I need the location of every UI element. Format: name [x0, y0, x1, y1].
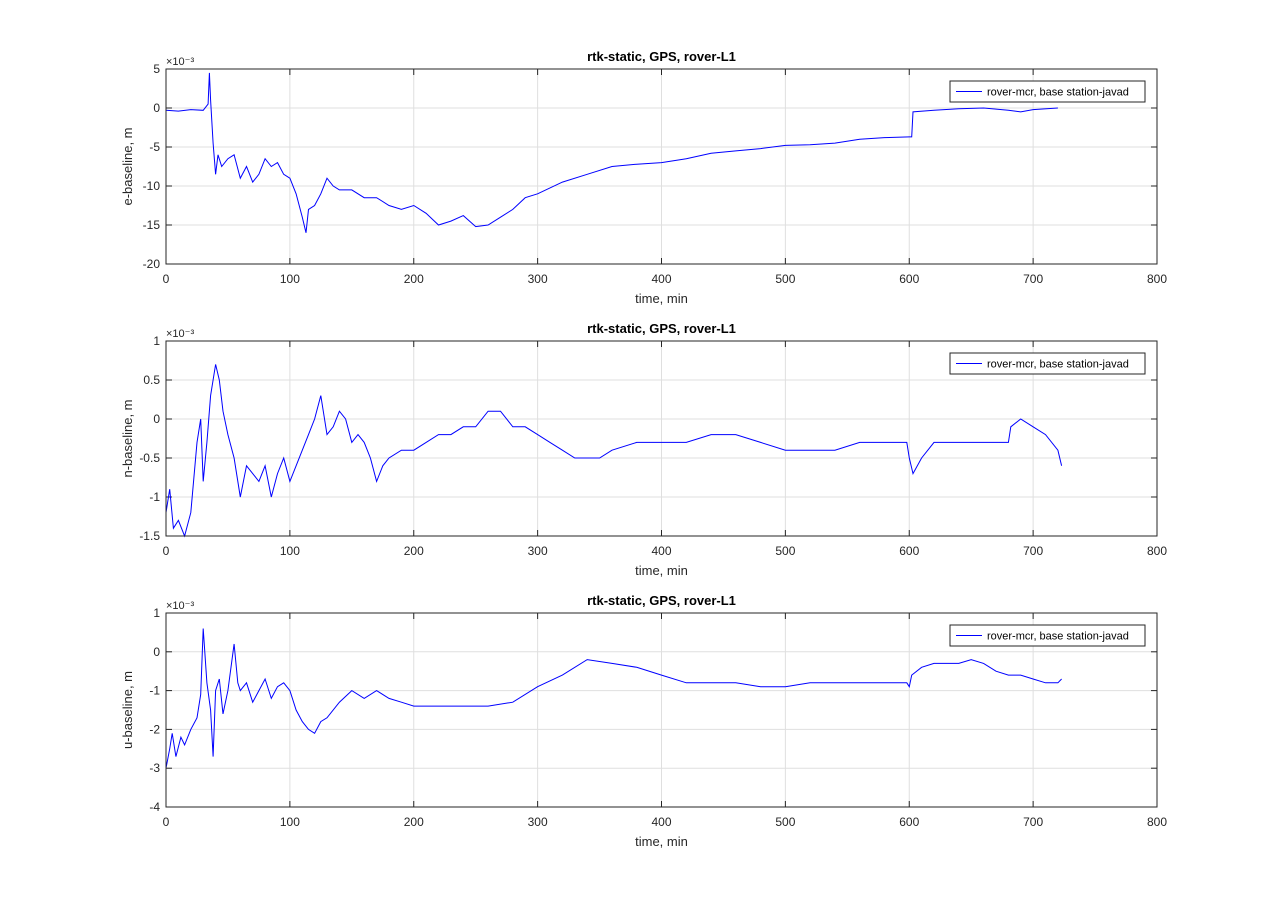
x-tick-label: 300	[528, 272, 548, 286]
y-tick-label: 1	[153, 334, 160, 348]
y-tick-label: 0	[153, 412, 160, 426]
x-tick-label: 700	[1023, 815, 1043, 829]
y-tick-label: -0.5	[139, 451, 160, 465]
x-tick-label: 400	[651, 544, 671, 558]
x-tick-label: 700	[1023, 272, 1043, 286]
y-tick-label: -1	[149, 684, 160, 698]
x-tick-label: 300	[528, 815, 548, 829]
axes-box	[165, 612, 1158, 808]
y-axis-label: u-baseline, m	[120, 671, 135, 749]
y-tick-label: -1.5	[139, 529, 160, 543]
y-tick-label: -10	[143, 179, 161, 193]
series-line-1	[165, 628, 1062, 769]
x-tick-label: 500	[775, 815, 795, 829]
x-tick-label: 600	[899, 272, 919, 286]
chart-panel-1: 0 100 200 300 400 500 600 700 800 5 0 -5 -10 -15 -20 rt…	[120, 49, 1167, 306]
y-tick-label: 0	[153, 645, 160, 659]
x-tick-label: 200	[404, 272, 424, 286]
y-exponent-label: ×10⁻³	[166, 328, 194, 340]
y-exponent-label: ×10⁻³	[166, 600, 194, 612]
x-tick-label: 100	[280, 815, 300, 829]
x-tick-label: 500	[775, 544, 795, 558]
axes-box	[165, 340, 1158, 537]
x-tick-label: 800	[1147, 815, 1167, 829]
legend-box	[949, 624, 1146, 647]
chart-title: rtk-static, GPS, rover-L1	[587, 321, 736, 336]
y-tick-label: 5	[153, 62, 160, 76]
x-axis-label: time, min	[635, 563, 688, 578]
legend-box	[949, 80, 1146, 103]
x-tick-label: 400	[651, 815, 671, 829]
x-tick-label: 800	[1147, 544, 1167, 558]
chart-title: rtk-static, GPS, rover-L1	[587, 49, 736, 64]
series-line-1	[165, 364, 1063, 538]
legend: rover-mcr, base station-javad	[949, 80, 1146, 103]
y-tick-label: -15	[143, 218, 161, 232]
chart-title: rtk-static, GPS, rover-L1	[587, 593, 736, 608]
y-tick-label: -20	[143, 257, 161, 271]
legend: rover-mcr, base station-javad	[949, 624, 1146, 647]
x-tick-label: 600	[899, 544, 919, 558]
y-axis-label: e-baseline, m	[120, 127, 135, 205]
legend-label: rover-mcr, base station-javad	[987, 359, 1129, 371]
y-tick-label: -5	[149, 140, 160, 154]
y-tick-label: -4	[149, 800, 160, 814]
x-tick-label: 800	[1147, 272, 1167, 286]
y-tick-label: -3	[149, 761, 160, 775]
x-axis-label: time, min	[635, 834, 688, 849]
series-line-1	[165, 72, 1058, 233]
y-tick-label: 0.5	[143, 373, 160, 387]
y-tick-label: -2	[149, 722, 160, 736]
x-tick-label: 0	[163, 544, 170, 558]
legend: rover-mcr, base station-javad	[949, 352, 1146, 375]
legend-label: rover-mcr, base station-javad	[987, 87, 1129, 99]
y-tick-label: 0	[153, 101, 160, 115]
x-tick-label: 700	[1023, 544, 1043, 558]
y-axis-label: n-baseline, m	[120, 399, 135, 477]
x-tick-label: 200	[404, 815, 424, 829]
chart-panel-2: 0 100 200 300 400 500 600 700 800 1 0.5 0 -0.5 -1 -1.5…	[120, 321, 1167, 578]
y-exponent-label: ×10⁻³	[166, 56, 194, 68]
legend-label: rover-mcr, base station-javad	[987, 631, 1129, 643]
x-tick-label: 100	[280, 272, 300, 286]
x-axis-label: time, min	[635, 291, 688, 306]
x-tick-label: 600	[899, 815, 919, 829]
x-tick-label: 500	[775, 272, 795, 286]
x-tick-label: 0	[163, 272, 170, 286]
x-tick-label: 200	[404, 544, 424, 558]
chart-panel-3: 0 100 200 300 400 500 600 700 800 1 0 -1 -2 -3 -4 rtk-s…	[120, 593, 1167, 849]
y-tick-label: -1	[149, 490, 160, 504]
y-tick-label: 1	[153, 606, 160, 620]
legend-box	[949, 352, 1146, 375]
x-tick-label: 300	[528, 544, 548, 558]
x-tick-label: 100	[280, 544, 300, 558]
x-tick-label: 400	[651, 272, 671, 286]
x-tick-label: 0	[163, 815, 170, 829]
axes-box	[165, 68, 1158, 265]
